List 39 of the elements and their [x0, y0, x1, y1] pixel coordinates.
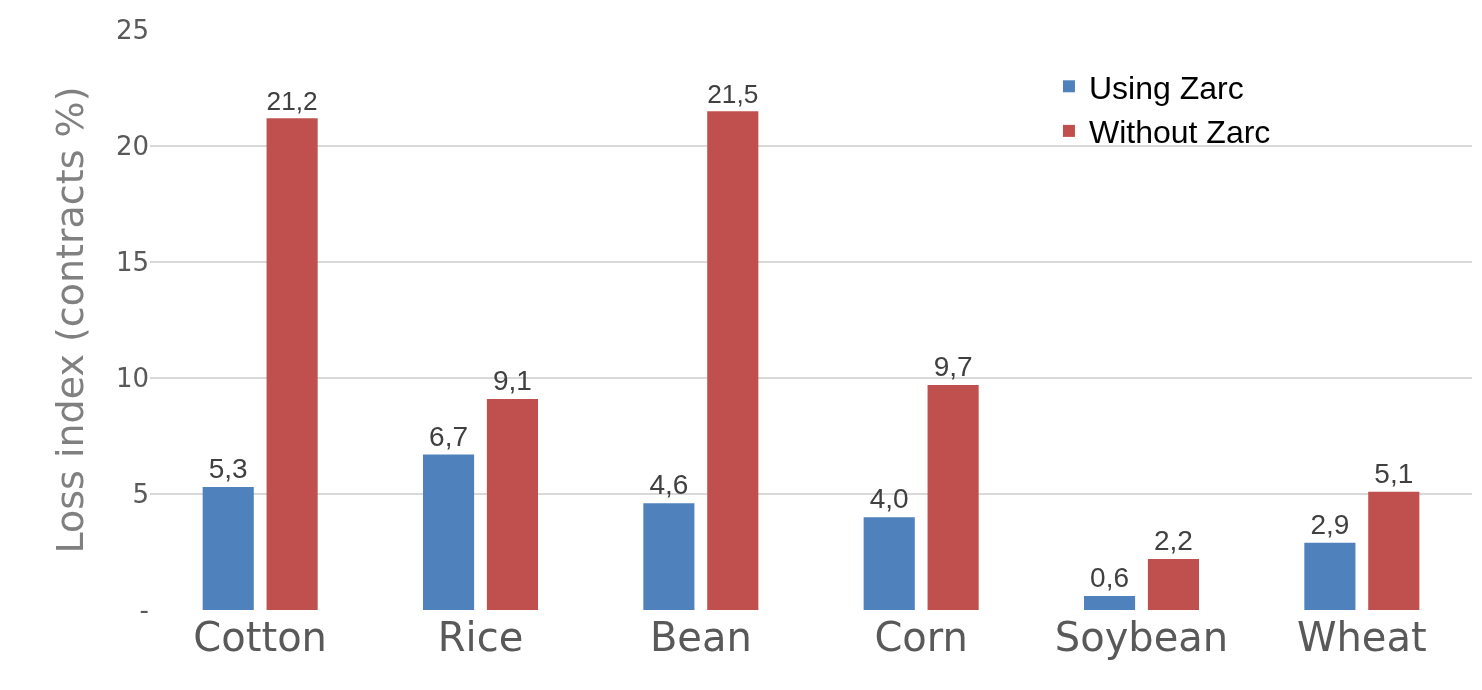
bar: [202, 487, 254, 610]
data-label: 5,3: [208, 453, 248, 485]
x-tick-label: Bean: [649, 614, 752, 660]
data-label: 21,2: [266, 85, 318, 116]
y-tick-label: -: [139, 595, 149, 626]
data-label: 2,2: [1153, 524, 1193, 556]
y-tick-label: 10: [115, 363, 149, 394]
y-tick-label: 5: [132, 479, 149, 510]
bar: [863, 517, 915, 610]
y-tick-label: 25: [115, 15, 149, 46]
x-tick-label: Wheat: [1296, 614, 1427, 660]
bar: [422, 454, 475, 610]
bar: [1083, 596, 1136, 610]
y-tick-label: 15: [115, 247, 149, 278]
x-tick-label: Cotton: [193, 614, 327, 660]
bar: [486, 398, 539, 610]
y-axis-title: Loss index (contracts %): [48, 86, 93, 554]
y-tick-label: 20: [115, 131, 149, 162]
legend-label: Without Zarc: [1088, 114, 1271, 151]
data-label: 4,0: [869, 483, 909, 515]
x-tick-label: Soybean: [1054, 614, 1229, 660]
legend-label: Using Zarc: [1088, 69, 1244, 106]
bar: [927, 384, 979, 610]
bar: [266, 118, 318, 610]
x-tick-label: Corn: [874, 614, 968, 660]
bar: [1368, 491, 1420, 610]
data-label: 5,1: [1374, 457, 1414, 489]
data-label: 9,7: [933, 350, 973, 382]
data-label: 0,6: [1090, 562, 1130, 594]
data-label: 9,1: [492, 364, 532, 396]
data-label: 6,7: [429, 420, 469, 452]
bar: [643, 503, 695, 610]
bar: [1304, 542, 1356, 610]
bar: [707, 111, 759, 610]
data-label: 4,6: [649, 469, 689, 501]
bar: [1147, 558, 1200, 610]
x-tick-label: Rice: [437, 614, 524, 660]
data-label: 2,9: [1310, 508, 1350, 540]
data-label: 21,5: [707, 78, 759, 109]
